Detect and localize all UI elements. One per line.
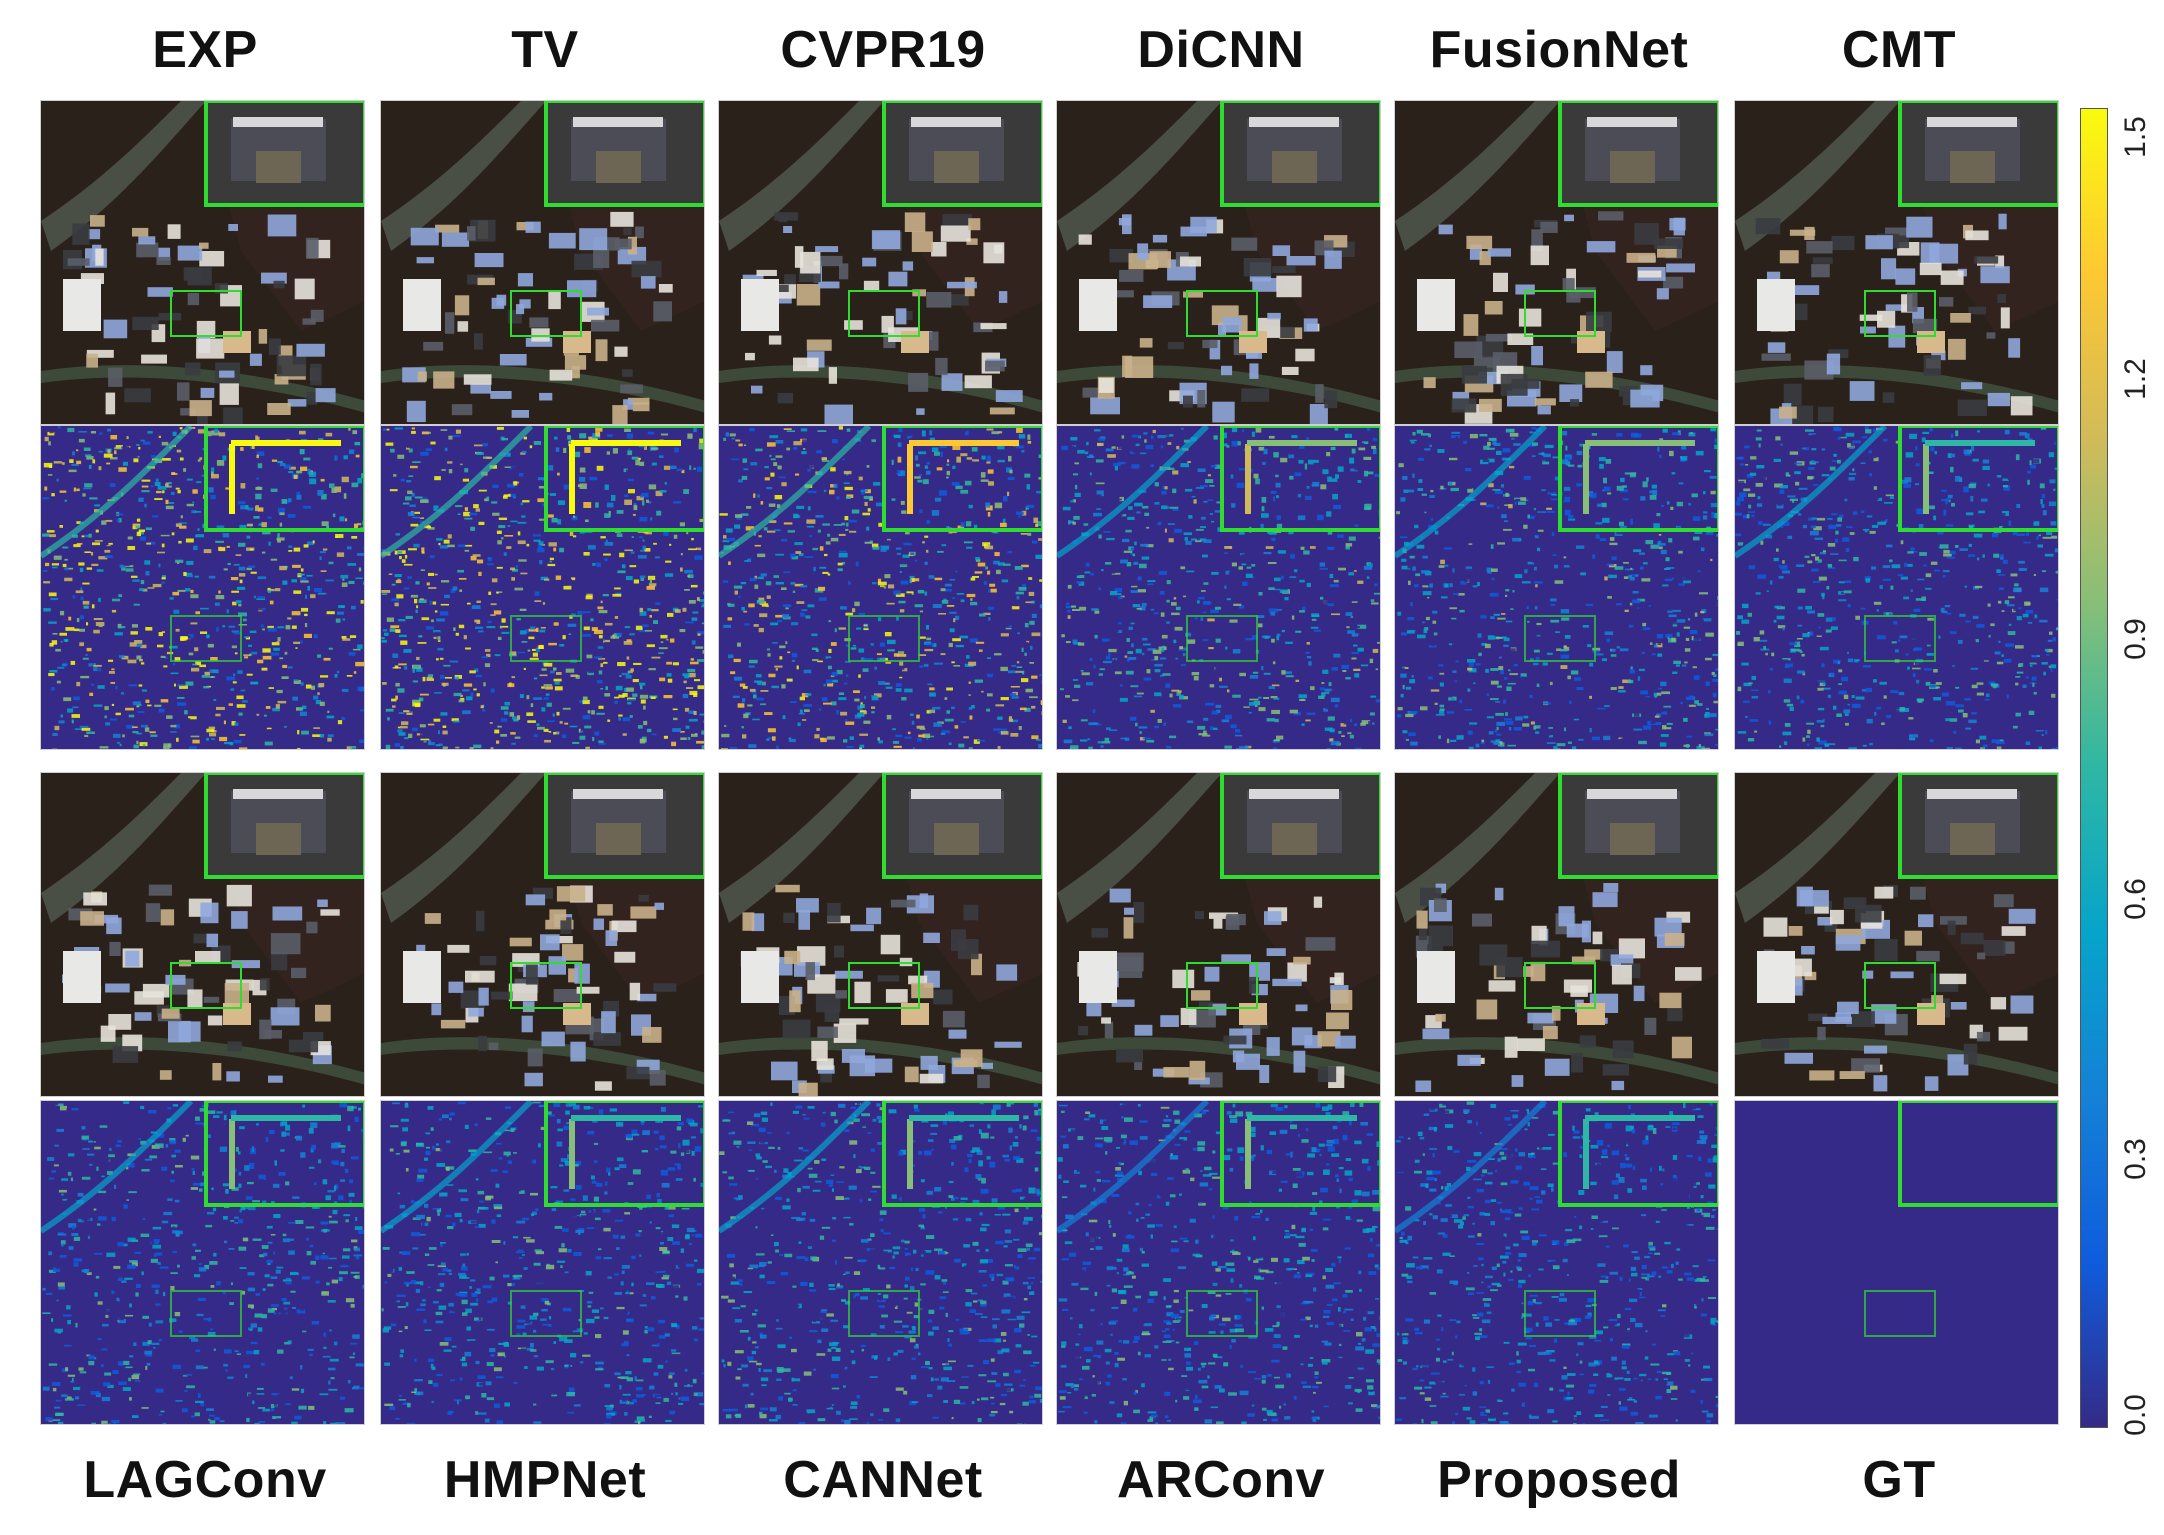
error-map-graphic-fusionnet	[1395, 426, 1718, 749]
error-map-exp	[40, 425, 365, 750]
fused-image-arconv	[1056, 772, 1381, 1097]
fused-image-graphic-lagconv	[41, 773, 364, 1096]
fused-image-exp	[40, 100, 365, 425]
fused-image-dicnn	[1056, 100, 1381, 425]
colorbar-tick-3: 0.9	[2119, 618, 2152, 660]
error-map-graphic-proposed	[1395, 1101, 1718, 1424]
error-map-graphic-exp	[41, 426, 364, 749]
fused-image-proposed	[1394, 772, 1719, 1097]
label-tv: TV	[511, 21, 579, 79]
fused-image-graphic-cannet	[719, 773, 1042, 1096]
error-map-graphic-gt	[1735, 1101, 2058, 1424]
label-cannet: CANNet	[783, 1451, 983, 1509]
label-arconv: ARConv	[1116, 1451, 1326, 1509]
label-dicnn: DiCNN	[1137, 21, 1305, 79]
fused-image-graphic-gt	[1735, 773, 2058, 1096]
fused-image-graphic-arconv	[1057, 773, 1380, 1096]
error-map-proposed	[1394, 1100, 1719, 1425]
fused-image-graphic-proposed	[1395, 773, 1718, 1096]
label-proposed: Proposed	[1437, 1451, 1681, 1509]
error-map-tv	[380, 425, 705, 750]
error-map-graphic-lagconv	[41, 1101, 364, 1424]
label-fusionnet: FusionNet	[1429, 21, 1689, 79]
colorbar-tick-4: 1.2	[2119, 358, 2152, 400]
colorbar-tick-2: 0.6	[2119, 878, 2152, 920]
fused-image-graphic-fusionnet	[1395, 101, 1718, 424]
error-map-graphic-dicnn	[1057, 426, 1380, 749]
fused-image-graphic-cvpr19	[719, 101, 1042, 424]
colorbar-tick-0: 0.0	[2119, 1394, 2152, 1436]
error-map-cmt	[1734, 425, 2059, 750]
error-map-lagconv	[40, 1100, 365, 1425]
error-map-gt	[1734, 1100, 2059, 1425]
error-map-graphic-cannet	[719, 1101, 1042, 1424]
label-exp: EXP	[152, 21, 258, 79]
fused-image-graphic-exp	[41, 101, 364, 424]
fused-image-cannet	[718, 772, 1043, 1097]
fused-image-cvpr19	[718, 100, 1043, 425]
error-map-graphic-hmpnet	[381, 1101, 704, 1424]
label-hmpnet: HMPNet	[443, 1451, 647, 1509]
fused-image-gt	[1734, 772, 2059, 1097]
label-cmt: CMT	[1841, 21, 1957, 79]
error-map-graphic-tv	[381, 426, 704, 749]
fused-image-graphic-tv	[381, 101, 704, 424]
error-map-graphic-cvpr19	[719, 426, 1042, 749]
fused-image-fusionnet	[1394, 100, 1719, 425]
fused-image-tv	[380, 100, 705, 425]
error-map-hmpnet	[380, 1100, 705, 1425]
fused-image-graphic-cmt	[1735, 101, 2058, 424]
error-map-cvpr19	[718, 425, 1043, 750]
error-map-arconv	[1056, 1100, 1381, 1425]
error-map-cannet	[718, 1100, 1043, 1425]
fused-image-lagconv	[40, 772, 365, 1097]
fused-image-graphic-hmpnet	[381, 773, 704, 1096]
colorbar	[2080, 108, 2108, 1428]
fused-image-cmt	[1734, 100, 2059, 425]
error-map-graphic-cmt	[1735, 426, 2058, 749]
colorbar-gradient	[2081, 109, 2107, 1427]
colorbar-tick-5: 1.5	[2119, 116, 2152, 158]
label-gt: GT	[1862, 1451, 1936, 1509]
fused-image-graphic-dicnn	[1057, 101, 1380, 424]
label-cvpr19: CVPR19	[780, 21, 986, 79]
error-map-graphic-arconv	[1057, 1101, 1380, 1424]
error-map-dicnn	[1056, 425, 1381, 750]
fused-image-hmpnet	[380, 772, 705, 1097]
colorbar-tick-1: 0.3	[2119, 1138, 2152, 1180]
label-lagconv: LAGConv	[83, 1451, 327, 1509]
error-map-fusionnet	[1394, 425, 1719, 750]
